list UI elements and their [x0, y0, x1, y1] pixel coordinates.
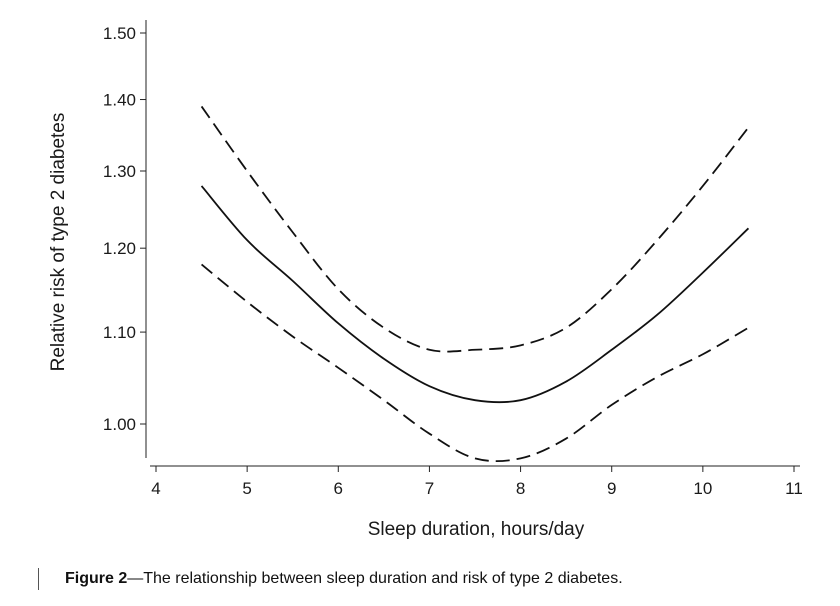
- axes: 1.00 1.10 1.20 1.30 1.40 1.50 4 5 6 7 8 9 10 11: [103, 20, 803, 498]
- x-tick-label: 11: [785, 479, 803, 498]
- x-tick-label: 6: [334, 479, 343, 498]
- x-tick-label: 8: [516, 479, 525, 498]
- lower-ci-line: [200, 263, 749, 463]
- y-axis-label: Relative risk of type 2 diabetes: [48, 113, 69, 372]
- chart: 1.00 1.10 1.20 1.30 1.40 1.50 4 5 6 7 8 9 10 11 Sleep…: [48, 20, 803, 540]
- y-tick-label: 1.10: [103, 323, 136, 342]
- y-tick-label: 1.40: [103, 91, 136, 110]
- figure-caption-text: —The relationship between sleep duration…: [127, 570, 623, 587]
- series-group: [200, 105, 750, 463]
- x-tick-label: 5: [242, 479, 251, 498]
- x-tick-label: 7: [425, 479, 434, 498]
- y-tick-label: 1.30: [103, 162, 136, 181]
- x-tick-label: 10: [693, 479, 712, 498]
- x-axis-label: Sleep duration, hours/day: [368, 519, 585, 540]
- y-tick-label: 1.20: [103, 239, 136, 258]
- y-tick-label: 1.50: [103, 24, 136, 43]
- x-tick-label: 9: [607, 479, 616, 498]
- x-tick-label: 4: [151, 479, 160, 498]
- upper-ci-line: [200, 105, 750, 353]
- figure-caption: Figure 2—The relationship between sleep …: [38, 568, 623, 590]
- y-tick-label: 1.00: [103, 415, 136, 434]
- figure-caption-label: Figure 2: [65, 570, 128, 587]
- estimate-line: [200, 185, 750, 404]
